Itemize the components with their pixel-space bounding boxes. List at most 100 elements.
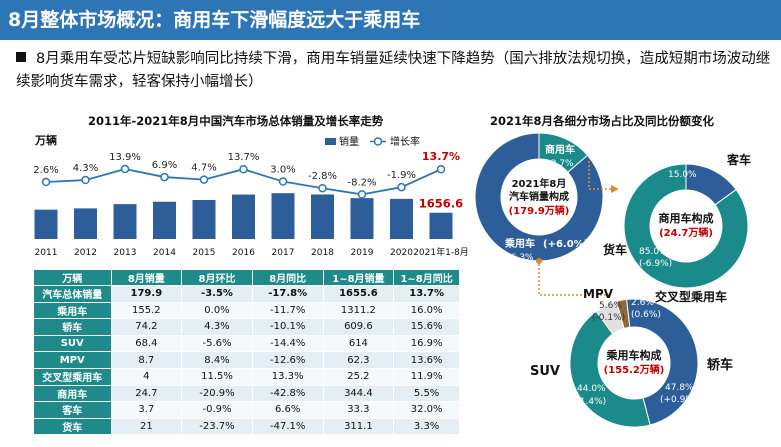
table-cell: 13.7% [393,285,460,303]
table-cell: 21 [110,417,183,436]
x-tick-6: 2017 [272,248,295,258]
table-cell: 32.0% [393,401,460,419]
table-cell: 3.3% [393,417,460,436]
x-tick-2: 2013 [114,248,137,258]
x-tick-3: 2014 [153,248,176,258]
table-cell: -14.4% [251,334,324,353]
table-cell: 155.2 [110,301,183,320]
table-row-header: 商用车 [33,384,112,403]
pie3-name-0: 交叉型乘用车 [655,289,727,304]
growth-label-7: -2.8% [308,171,337,182]
table-cell: 8.7 [110,351,183,369]
table-row-header: 汽车总体销量 [33,285,112,303]
table-row: 轿车 74.2 4.3% -10.1% 609.6 15.6% [33,318,460,336]
growth-label-8: -8.2% [347,177,376,188]
pie1-change-1: (+6.0%) [543,239,588,250]
table-cell: -20.9% [181,384,253,403]
pie3-label-3: 5.6% [599,301,622,311]
pie3-hole [598,327,670,399]
bar-2013 [113,204,137,239]
right-chart-title: 2021年8月各细分市场占比及同比份额变化 [490,114,715,128]
pie3-name-3: MPV [583,287,614,301]
summary-text: 8月乘用车受芯片短缺影响同比持续下滑，商用车销量延续快速下降趋势（国六排放法规切… [16,51,771,90]
table-cell: 311.1 [322,417,395,436]
x-tick-5: 2016 [232,248,255,258]
bar-2015 [192,199,216,239]
table-cell: 6.6% [251,401,324,419]
growth-point-9 [397,182,406,192]
table-cell: 16.0% [393,301,460,320]
table-header-2: 8月环比 [181,269,253,286]
connector-dot-icon [536,258,542,264]
bar-2018 [311,194,334,239]
table-row-header: SUV [33,334,112,353]
x-tick-9: 2020 [390,248,413,258]
pie3-center-value: (155.2万辆) [604,363,665,376]
pie3-change-3: (-0.1%) [592,313,625,323]
table-cell: 609.6 [322,318,395,336]
bar-2012 [74,208,97,239]
legend-label-sales: 销量 [339,135,359,148]
pie3-label-1: 47.8% [665,383,694,393]
pie3-change-2: (-1.4%) [573,397,606,407]
pie3-name-2: SUV [530,364,560,379]
left-chart-title: 2011年-2021年8月中国汽车市场总体销量及增长率走势 [88,114,384,128]
last-bar-value-label: 1656.6 [419,197,463,211]
table-cell: 68.4 [110,334,183,353]
growth-label-5: 13.7% [228,152,260,163]
bar-2019 [350,198,374,239]
x-tick-1: 2012 [74,248,97,258]
pie1-center-label-0: 2021年8月 [512,177,567,190]
table-header-5: 1~8月同比 [393,269,460,286]
x-tick-10: 2021年1-8月 [413,246,469,258]
growth-point-10 [436,164,446,174]
growth-point-3 [160,172,169,182]
bar-2021年1-8月 [429,212,453,239]
growth-point-6 [278,177,288,186]
pie3-name-1: 轿车 [707,357,733,373]
pie1-name-0: 商用车 [545,143,575,156]
growth-label-3: 6.9% [152,160,177,171]
growth-label-6: 3.0% [270,165,295,176]
table-cell: 11.9% [393,367,460,386]
table-row-header: MPV [33,351,112,369]
table-cell: -42.8% [251,384,324,403]
bar-2014 [153,201,176,239]
bar-2016 [232,194,255,239]
pie2-center-label-0: 商用车构成 [659,211,714,225]
x-tick-0: 2011 [35,248,58,258]
table-header-3: 8月同比 [251,269,324,286]
growth-point-8 [357,190,367,199]
table-row: 交叉型乘用车 4 11.5% 13.3% 25.2 11.9% [33,367,460,386]
bar-2011 [34,209,58,239]
bar-2017 [271,193,295,239]
pie3-change-0: (0.6%) [631,310,661,320]
table-cell: 13.6% [393,351,460,369]
table-cell: -12.6% [251,351,324,369]
table-row: MPV 8.7 8.4% -12.6% 62.3 13.6% [33,351,460,369]
table-cell: 4.3% [181,318,253,336]
pie3-label-2: 44.0% [577,384,606,394]
table-cell: -5.6% [181,334,253,353]
table-cell: -17.8% [251,285,324,303]
table-cell: 62.3 [322,351,395,369]
table-row: 货车 21 -23.7% -47.1% 311.1 3.3% [33,417,460,436]
table-cell: 3.7 [110,401,183,419]
pie3-center-label-0: 乘用车构成 [606,348,662,362]
connector-commercial [588,161,613,190]
table-row-header: 客车 [33,401,112,419]
table-cell: -23.7% [181,417,253,436]
pie2-slice-1 [623,163,749,289]
table-row-header: 轿车 [33,318,112,336]
table-header-row: 万辆 8月销量 8月环比 8月同比 1~8月销量 1~8月同比 [33,269,460,286]
table-header-1: 8月销量 [110,269,183,286]
table-cell: -10.1% [251,318,324,336]
table-cell: 15.6% [393,318,460,336]
table-row: 商用车 24.7 -20.9% -42.8% 344.4 5.5% [33,384,460,403]
legend-label-growth: 增长率 [390,135,420,148]
table-cell: 4 [110,367,183,386]
table-cell: 344.4 [322,384,395,403]
growth-label-2: 13.9% [109,152,141,163]
unit-label: 万辆 [35,134,57,147]
bar-2020 [390,198,413,239]
